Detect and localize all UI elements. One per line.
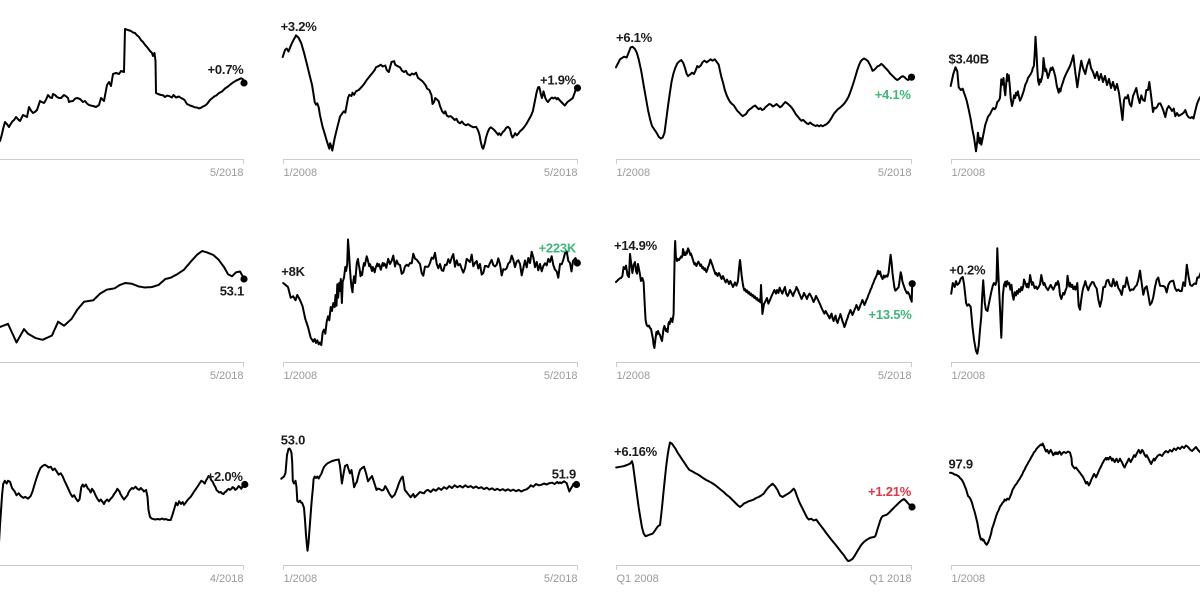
svg-text:+1.9%: +1.9%: [540, 73, 577, 88]
svg-text:+4.1%: +4.1%: [875, 87, 912, 102]
svg-text:+223K: +223K: [539, 241, 577, 256]
svg-text:1/2008: 1/2008: [952, 573, 986, 585]
svg-text:1/2008: 1/2008: [284, 167, 318, 179]
svg-text:+13.5%: +13.5%: [869, 307, 913, 322]
svg-text:1/2008: 1/2008: [617, 167, 651, 179]
svg-text:53.1: 53.1: [220, 284, 244, 299]
svg-text:1/2008: 1/2008: [952, 370, 986, 382]
svg-text:5/2018: 5/2018: [878, 370, 912, 382]
svg-text:1/2008: 1/2008: [952, 167, 986, 179]
svg-text:53.0: 53.0: [281, 433, 305, 448]
svg-text:+1.21%: +1.21%: [868, 484, 912, 499]
svg-text:1/2008: 1/2008: [284, 370, 318, 382]
svg-text:+0.2%: +0.2%: [949, 262, 986, 277]
svg-text:+6.16%: +6.16%: [614, 444, 658, 459]
svg-text:97.9: 97.9: [949, 457, 973, 472]
svg-text:1/2008: 1/2008: [617, 370, 651, 382]
svg-text:Q1 2008: Q1 2008: [617, 573, 659, 585]
svg-text:1/2008: 1/2008: [284, 573, 318, 585]
svg-text:$3.40B: $3.40B: [949, 51, 989, 66]
svg-text:Q1 2018: Q1 2018: [869, 573, 911, 585]
svg-text:+3.2%: +3.2%: [281, 19, 318, 34]
svg-text:51.9: 51.9: [552, 467, 576, 482]
svg-text:5/2018: 5/2018: [210, 167, 244, 179]
svg-text:5/2018: 5/2018: [210, 370, 244, 382]
svg-text:+14.9%: +14.9%: [614, 238, 658, 253]
svg-text:5/2018: 5/2018: [544, 573, 578, 585]
svg-text:5/2018: 5/2018: [544, 370, 578, 382]
svg-text:+0.7%: +0.7%: [208, 62, 245, 77]
svg-text:+6.1%: +6.1%: [616, 30, 653, 45]
svg-text:4/2018: 4/2018: [210, 573, 244, 585]
svg-text:+2.0%: +2.0%: [207, 469, 244, 484]
svg-text:+8K: +8K: [281, 264, 305, 279]
svg-text:5/2018: 5/2018: [544, 167, 578, 179]
svg-text:5/2018: 5/2018: [878, 167, 912, 179]
